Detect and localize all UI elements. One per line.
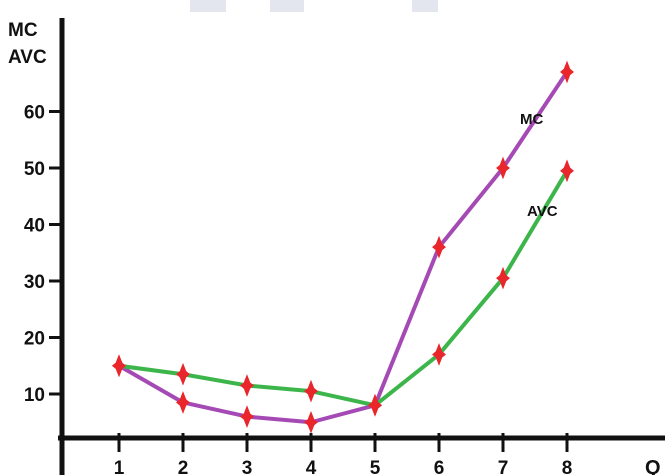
y-axis-label-avc: AVC [8,47,47,68]
data-point-mc [176,391,190,414]
x-tick-label: 2 [178,458,189,475]
data-point-avc [176,362,190,386]
data-point-avc [496,266,510,290]
x-tick-label: 5 [370,458,381,475]
series-line-mc [117,69,569,425]
series-label-avc: AVC [527,203,558,220]
data-point-mc [432,235,446,259]
data-point-avc [112,354,126,378]
y-tick-label: 30 [24,272,45,293]
data-point-avc [368,393,382,417]
x-tick-label: 7 [498,458,509,475]
y-ticks: 10 20 30 40 50 60 [24,103,64,406]
faint-watermark-block [412,0,438,12]
y-tick-label: 10 [24,385,45,406]
y-axis-label-mc: MC [8,20,38,41]
y-tick-label: 20 [24,329,45,350]
data-point-mc [240,405,254,428]
data-point-avc [560,159,574,183]
x-axis-label: Q [645,457,661,475]
faint-watermark-block [190,0,226,12]
x-tick-label: 8 [562,458,573,475]
data-point-avc [432,343,446,366]
x-tick-label: 6 [434,458,445,475]
data-point-avc [240,374,254,397]
y-tick-label: 60 [24,103,45,124]
series-line-avc [117,168,569,408]
series-markers [112,60,574,434]
data-point-mc [496,156,510,180]
y-tick-label: 50 [24,159,45,180]
data-point-mc [304,410,318,434]
y-tick-label: 40 [24,216,45,237]
series-label-mc: MC [520,111,543,128]
x-tick-label: 1 [114,458,125,475]
data-point-avc [304,379,318,403]
x-tick-label: 3 [242,458,253,475]
data-point-mc [560,60,574,84]
faint-watermark-block [270,0,304,12]
series-lines [117,69,569,425]
axes [58,18,665,475]
x-ticks: 1 2 3 4 5 6 7 8 [114,433,573,475]
x-tick-label: 4 [306,458,317,475]
